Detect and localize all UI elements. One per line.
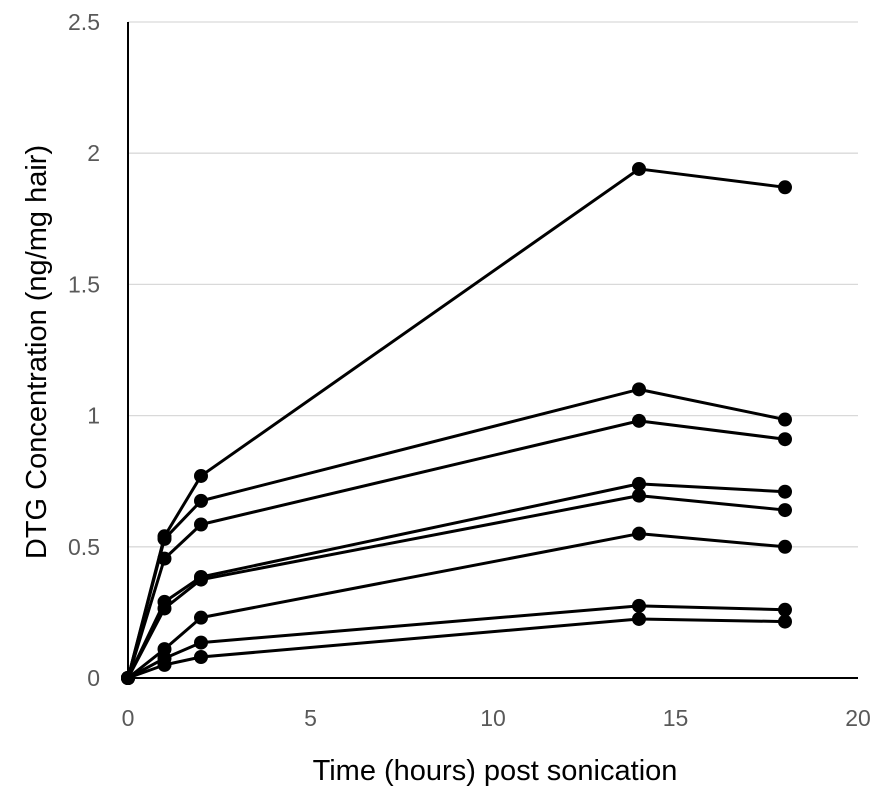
data-point — [778, 484, 792, 499]
data-point — [632, 611, 646, 626]
data-point — [157, 601, 172, 616]
data-point — [157, 657, 172, 672]
data-point — [194, 610, 208, 625]
data-point — [194, 572, 208, 587]
data-point — [194, 517, 208, 532]
series-layer — [121, 161, 792, 685]
series-line-1 — [126, 167, 786, 679]
data-point — [632, 413, 646, 428]
y-tick-label: 1.5 — [68, 271, 100, 297]
series-3 — [121, 413, 792, 685]
x-tick-label: 10 — [480, 705, 506, 731]
data-point — [632, 526, 646, 541]
x-tick-label: 15 — [663, 705, 689, 731]
data-point — [778, 412, 792, 427]
series-7 — [121, 598, 792, 685]
data-point — [778, 614, 792, 629]
data-point — [632, 382, 646, 397]
data-point — [157, 531, 172, 546]
y-tick-label: 0.5 — [68, 534, 100, 560]
data-point — [778, 539, 792, 554]
y-tick-label: 1 — [87, 403, 100, 429]
data-point — [121, 671, 135, 685]
series-line-4 — [126, 482, 786, 679]
data-point — [194, 650, 208, 665]
x-tick-label: 20 — [845, 705, 871, 731]
data-point — [194, 493, 208, 508]
axes — [127, 22, 858, 679]
y-tick-label: 0 — [87, 665, 100, 691]
x-tick-label: 5 — [304, 705, 317, 731]
data-point — [632, 161, 646, 176]
data-point — [632, 488, 646, 503]
tick-labels: 0 0.5 1 1.5 2 2.5 0 5 10 15 20 — [68, 9, 871, 731]
series-line-7 — [127, 604, 786, 680]
x-axis-title: Time (hours) post sonication — [313, 755, 678, 787]
y-tick-label: 2 — [87, 140, 100, 166]
gridlines — [128, 21, 858, 548]
data-point — [194, 635, 208, 650]
data-point — [632, 598, 646, 613]
series-line-8 — [127, 617, 786, 680]
data-point — [632, 476, 646, 491]
data-point — [778, 432, 792, 447]
data-point — [157, 551, 172, 566]
series-8 — [121, 611, 792, 685]
data-point — [778, 602, 792, 617]
data-point — [778, 503, 792, 518]
y-axis-title: DTG Concentration (ng/mg hair) — [21, 145, 53, 559]
data-point — [778, 180, 792, 195]
x-tick-label: 0 — [122, 705, 135, 731]
data-point — [194, 468, 208, 483]
y-tick-label: 2.5 — [68, 9, 100, 35]
